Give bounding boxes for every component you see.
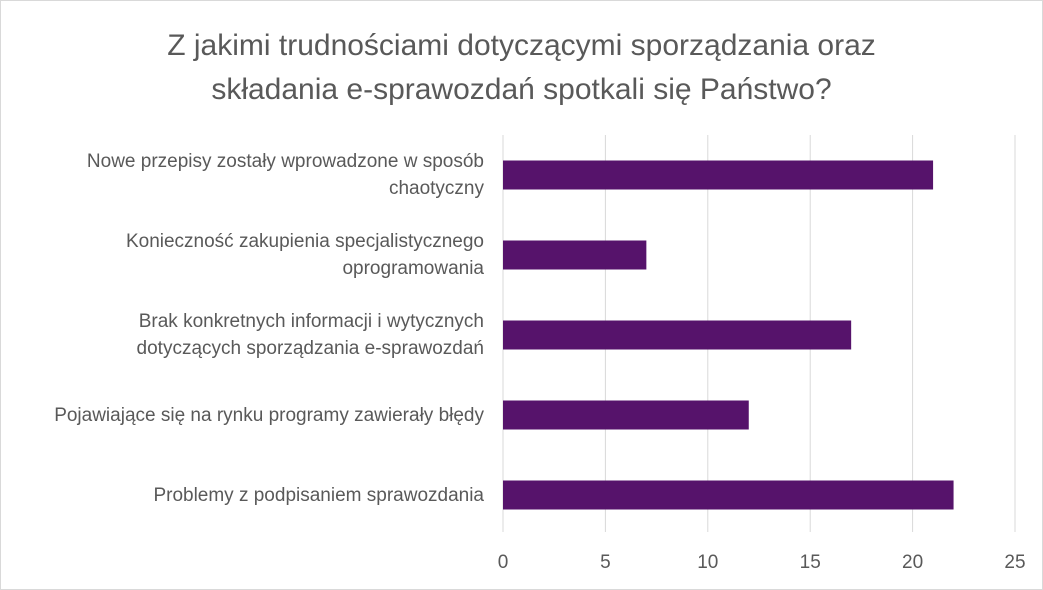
category-label-line: Pojawiające się na rynku programy zawier… [54, 404, 484, 426]
x-tick-label-20: 20 [902, 552, 923, 573]
category-label-5: Problemy z podpisaniem sprawozdania [14, 482, 484, 509]
category-label-3: Brak konkretnych informacji i wytycznych… [14, 308, 484, 362]
category-label-4: Pojawiające się na rynku programy zawier… [14, 402, 484, 429]
x-tick-label-15: 15 [800, 552, 821, 573]
bar-5 [503, 480, 954, 510]
bar-4 [503, 400, 749, 430]
x-tick-label-25: 25 [1004, 552, 1025, 573]
category-label-line: Konieczność zakupienia specjalistycznego [125, 231, 484, 252]
bar-2 [503, 240, 647, 270]
category-label-line: dotyczących sporządzania e-sprawozdań [136, 338, 484, 359]
chart-title-line-2: składania e-sprawozdań spotkali się Pańs… [211, 73, 832, 106]
bar-1 [503, 160, 934, 190]
x-tick-label-10: 10 [697, 552, 718, 573]
chart-title-line-1: Z jakimi trudnościami dotyczącymi sporzą… [167, 29, 876, 62]
category-label-1: Nowe przepisy zostały wprowadzone w spos… [14, 148, 484, 202]
category-label-line: Brak konkretnych informacji i wytycznych [138, 311, 484, 332]
bar-3 [503, 320, 852, 350]
x-tick-label-5: 5 [600, 552, 611, 573]
category-label-line: chaotyczny [388, 178, 484, 199]
category-label-line: oprogramowania [342, 258, 484, 279]
x-tick-label-0: 0 [498, 552, 509, 573]
category-label-2: Konieczność zakupienia specjalistycznego… [14, 228, 484, 282]
category-label-line: Nowe przepisy zostały wprowadzone w spos… [86, 151, 484, 172]
category-label-line: Problemy z podpisaniem sprawozdania [153, 484, 484, 506]
chart-title: Z jakimi trudnościami dotyczącymi sporzą… [40, 24, 1003, 112]
